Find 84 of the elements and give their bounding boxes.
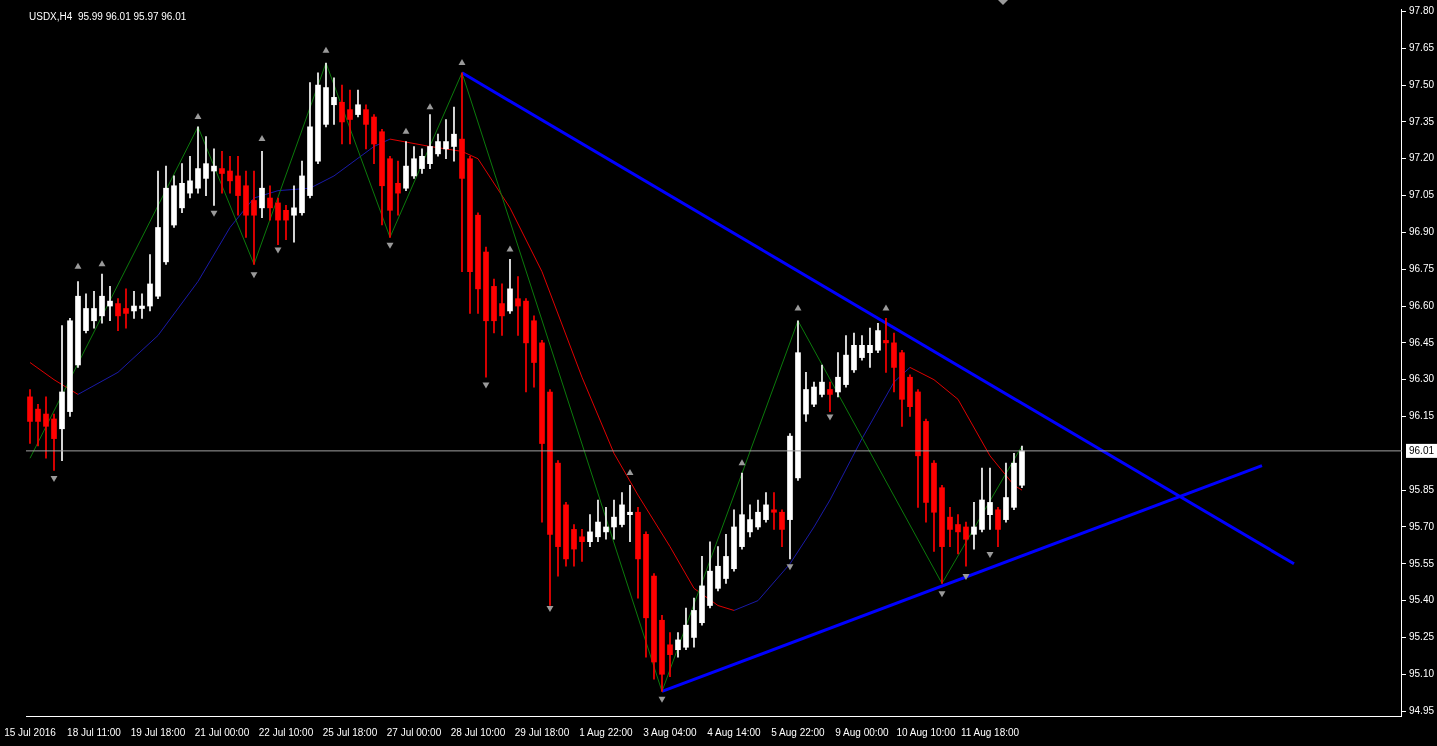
y-tick-label: 97.80 [1408,5,1435,17]
candlestick [395,160,401,216]
x-tick-label: 27 Jul 00:00 [386,726,442,738]
candlestick [219,151,225,194]
candlestick [827,381,833,412]
point [402,127,410,134]
y-tick-label: 95.40 [1408,594,1435,606]
point [786,564,794,571]
point [50,475,58,482]
x-tick-label: 3 Aug 04:00 [643,726,698,738]
candlestick [331,77,337,125]
candlestick [955,514,961,555]
y-tick-label: 95.85 [1408,483,1435,495]
y-tick-label: 96.45 [1408,336,1435,348]
point [546,605,554,612]
candlestick [667,632,673,678]
x-tick-label: 18 Jul 11:00 [67,726,122,738]
candlestick [611,499,617,540]
candlestick [603,507,609,540]
chart-title: USDX,H4 95.99 96.01 95.97 96.01 [29,10,187,22]
candlestick [883,317,889,373]
candlestick [43,396,49,459]
point [250,272,258,279]
x-tick-label: 5 Aug 22:00 [771,726,826,738]
x-tick-label: 25 Jul 18:00 [322,726,378,738]
x-tick-label: 1 Aug 22:00 [579,726,634,738]
point [194,113,202,120]
y-tick-label: 95.55 [1408,557,1435,569]
y-tick-label: 96.15 [1408,410,1435,422]
candlestick [515,276,521,336]
candlestick [139,293,145,319]
x-tick-label: 19 Jul 18:00 [130,726,186,738]
x-tick-label: 29 Jul 18:00 [514,726,570,738]
point [962,574,970,581]
candlestick [123,288,129,329]
y-tick-label: 96.90 [1408,226,1435,238]
y-tick-label: 94.95 [1408,704,1435,716]
y-tick-label: 97.50 [1408,78,1435,90]
candlestick [107,286,113,322]
y-tick-label: 96.75 [1408,262,1435,274]
y-tick-label: 95.70 [1408,520,1435,532]
candlestick [291,185,297,243]
x-tick-label: 11 Aug 18:00 [960,726,1020,738]
y-tick-label: 96.30 [1408,373,1435,385]
candlestick [627,484,633,543]
point [938,591,946,598]
x-tick-label: 21 Jul 00:00 [194,726,250,738]
point [258,135,266,142]
y-tick-label: 95.10 [1408,668,1435,680]
x-tick-label: 10 Aug 10:00 [896,726,956,738]
point [738,459,746,466]
point [626,468,634,475]
x-tick-label: 9 Aug 00:00 [835,726,890,738]
candlestick [499,283,505,336]
candlestick [771,492,777,530]
candlestick [459,72,465,272]
y-tick-label: 97.05 [1408,189,1435,201]
x-tick-label: 4 Aug 14:00 [707,726,762,738]
point [74,262,82,269]
candlestick [451,106,457,162]
ref-line-label: 96.01 [1408,444,1435,456]
point [322,46,330,53]
candlestick [251,170,257,265]
candlestick [971,502,977,550]
y-tick-label: 96.60 [1408,299,1435,311]
y-tick-label: 95.25 [1408,631,1435,643]
x-tick-label: 15 Jul 2016 [4,726,57,738]
x-tick-label: 22 Jul 10:00 [258,726,314,738]
candlestick [579,529,585,562]
point [986,551,994,558]
candlestick [867,327,873,368]
point [658,696,666,703]
candlestick [131,290,137,319]
candlestick [443,119,449,160]
point [458,59,466,66]
point [426,103,434,110]
point [506,245,514,252]
candlestick [347,89,353,145]
y-tick-label: 97.35 [1408,115,1435,127]
y-tick-label: 97.65 [1408,42,1435,54]
candlestick [987,467,993,530]
y-tick-label: 97.20 [1408,152,1435,164]
x-tick-label: 28 Jul 10:00 [450,726,506,738]
candlestick [211,148,217,206]
